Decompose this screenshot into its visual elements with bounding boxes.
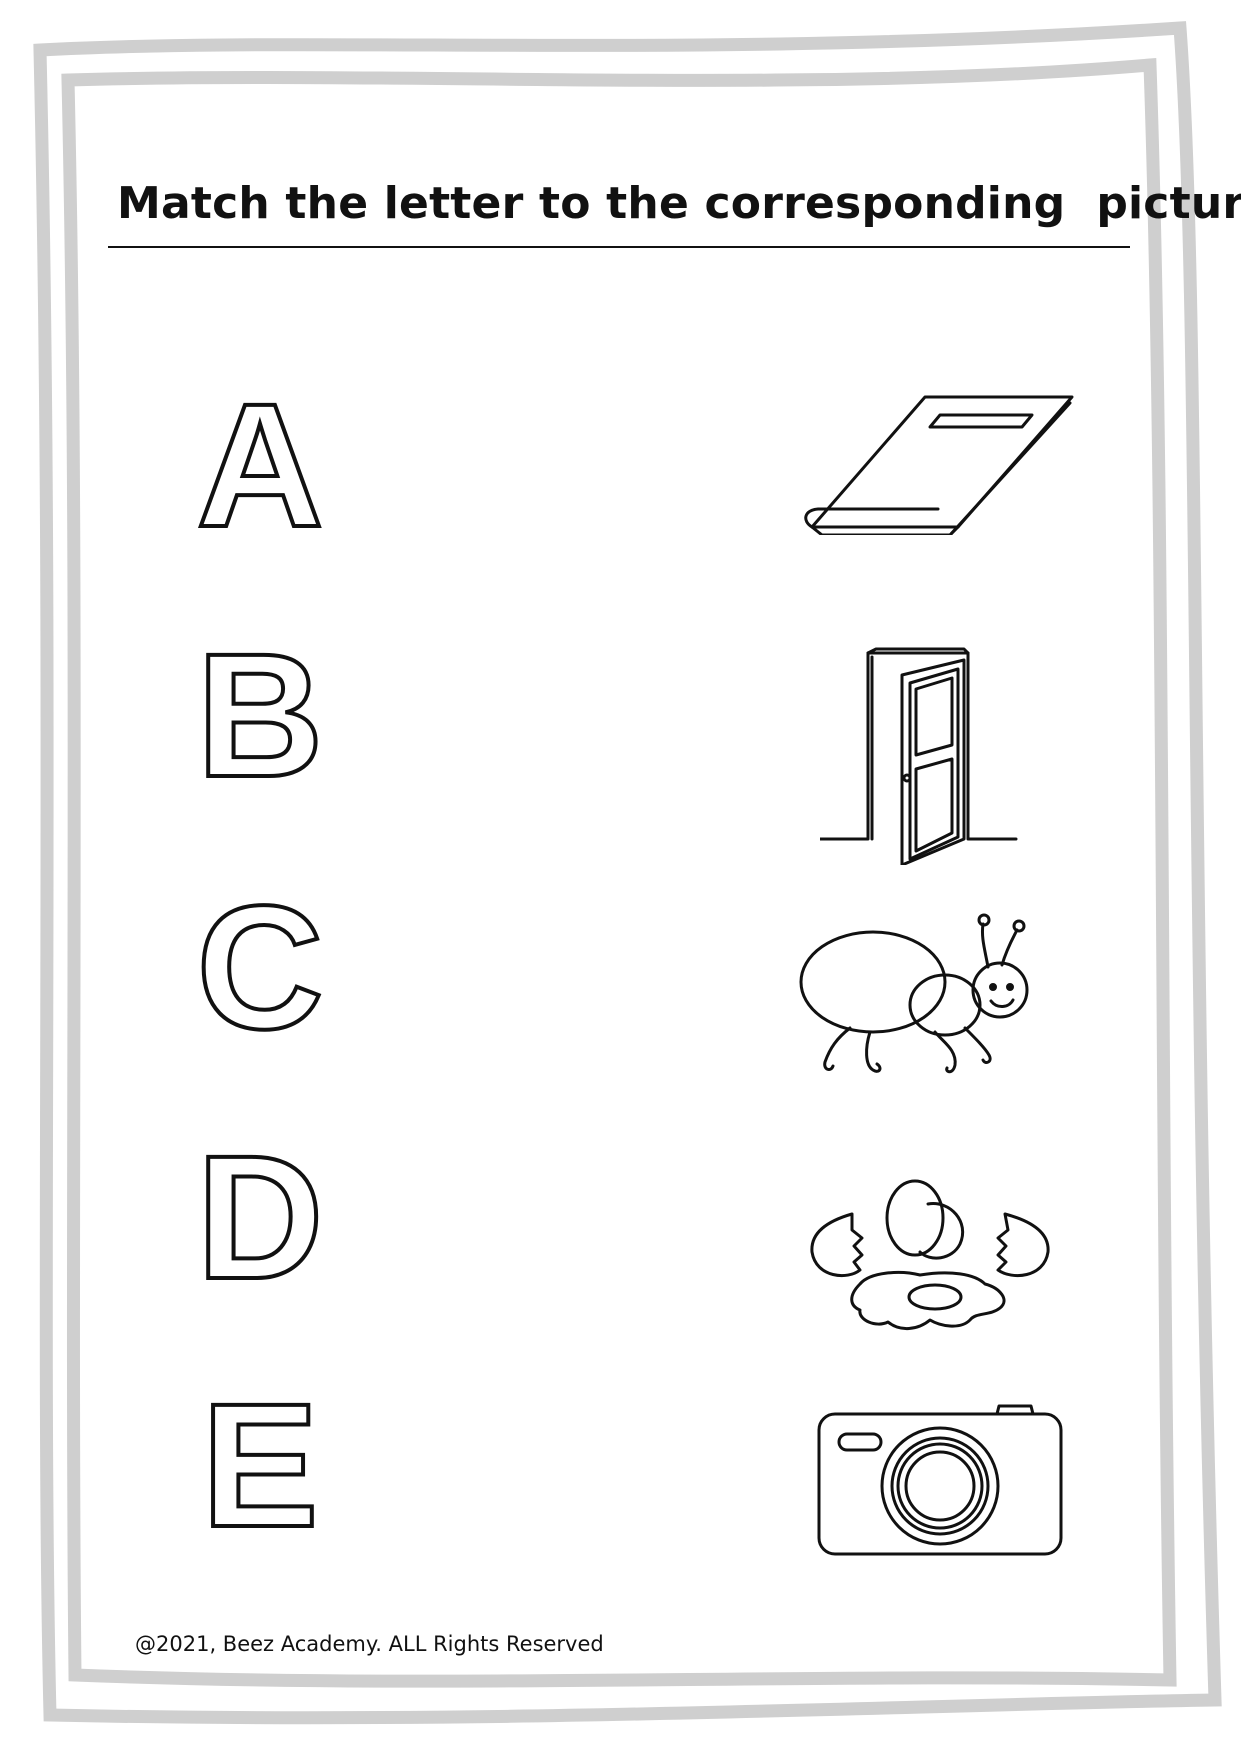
copyright-footer: @2021, Beez Academy. ALL Rights Reserved xyxy=(135,1632,604,1656)
book-icon xyxy=(804,395,1074,535)
egg-icon xyxy=(810,1179,1050,1330)
door-icon xyxy=(820,647,1018,865)
title-underline xyxy=(108,246,1130,248)
letter-d: D xyxy=(194,1120,325,1316)
letter-c: C xyxy=(194,870,325,1066)
letter-a: A xyxy=(194,368,325,564)
camera-icon xyxy=(817,1404,1063,1556)
letter-b: B xyxy=(194,618,325,814)
letter-e: E xyxy=(199,1368,320,1564)
worksheet-title: Match the letter to the corresponding pi… xyxy=(117,178,1241,229)
ant-icon xyxy=(799,913,1029,1074)
